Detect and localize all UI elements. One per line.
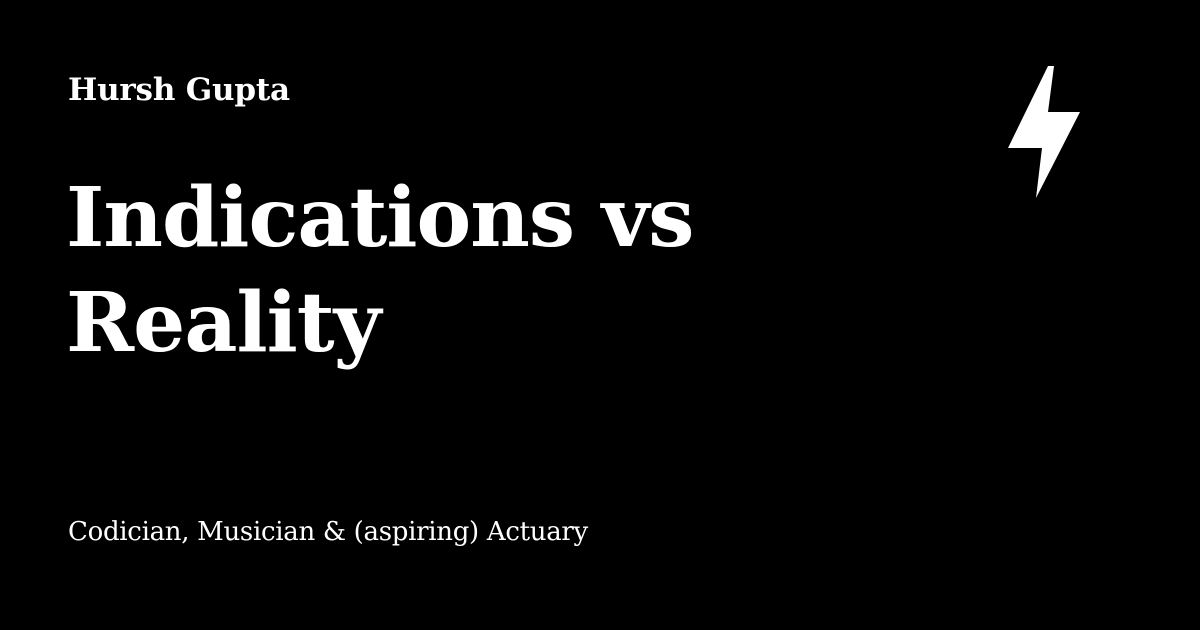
author-name: Hursh Gupta [68,72,290,108]
author-tagline: Codician, Musician & (aspiring) Actuary [68,517,588,547]
post-title: Indications vs Reality [66,170,694,371]
lightning-bolt-icon [1004,64,1084,202]
